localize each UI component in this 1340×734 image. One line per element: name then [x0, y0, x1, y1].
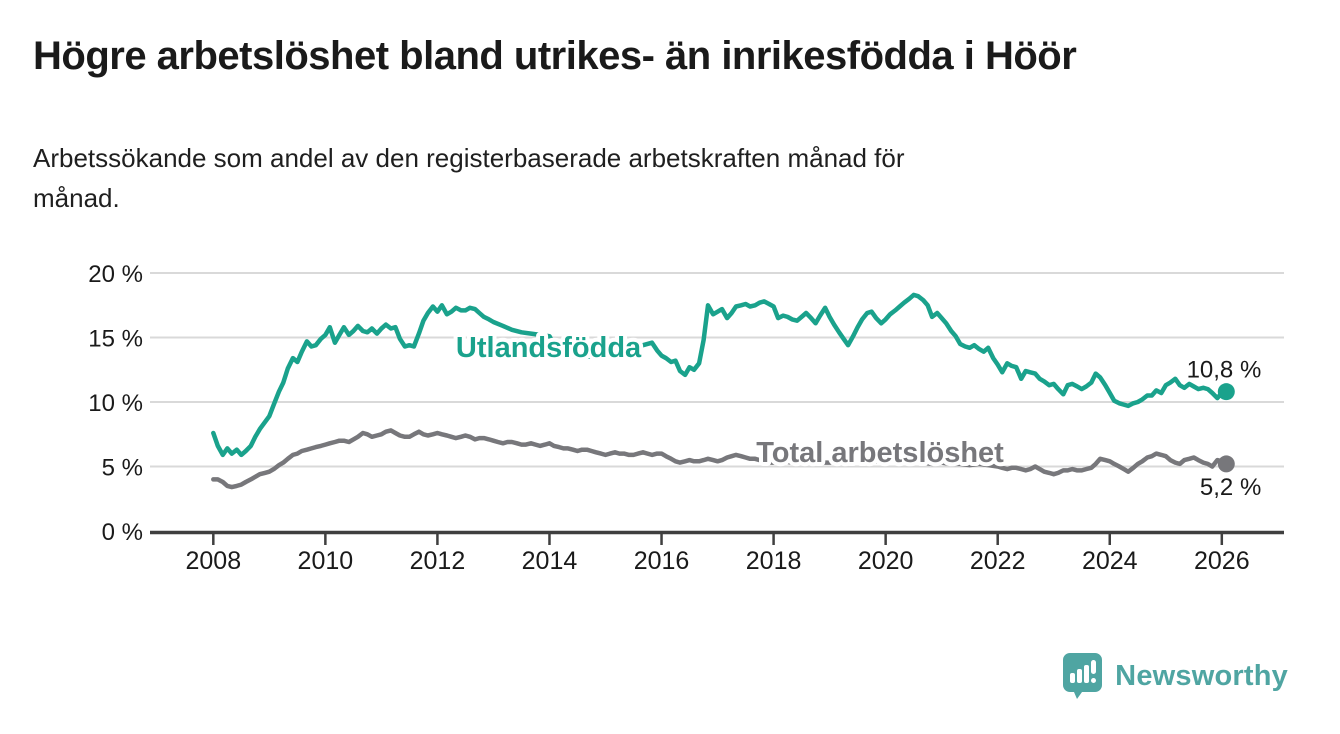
subtitle-line-2: månad. [33, 183, 120, 213]
x-axis-tick-label: 2012 [410, 547, 466, 575]
newsworthy-speech-bubble-barchart-icon [1063, 653, 1103, 699]
x-axis-tick-label: 2010 [298, 547, 354, 575]
y-axis-tick-label: 0 % [102, 519, 143, 546]
exclamation-bar [1091, 660, 1097, 674]
x-axis-tick-label: 2020 [858, 547, 914, 575]
y-axis-tick-label: 20 % [88, 261, 143, 288]
y-axis-tick-label: 10 % [88, 390, 143, 417]
x-axis-tick-label: 2024 [1082, 547, 1138, 575]
x-axis-tick-label: 2022 [970, 547, 1026, 575]
subtitle-line-1: Arbetssökande som andel av den registerb… [33, 143, 905, 173]
x-axis-tick-label: 2018 [746, 547, 802, 575]
x-axis-tick-label: 2026 [1194, 547, 1250, 575]
bar-3 [1084, 665, 1090, 683]
y-axis-tick-label: 5 % [102, 455, 143, 482]
series-label-utlandsfodda: Utlandsfödda [456, 332, 642, 364]
bubble-shape [1063, 653, 1103, 699]
x-axis-tick-label: 2008 [185, 547, 241, 575]
exclamation-dot [1091, 678, 1097, 683]
page-title: Högre arbetslöshet bland utrikes- än inr… [33, 34, 1077, 78]
page-subtitle: Arbetssökande som andel av den registerb… [33, 138, 1253, 218]
x-axis-tick-label: 2014 [522, 547, 578, 575]
series-label-total: Total arbetslöshet [756, 437, 1004, 469]
bar-1 [1070, 673, 1076, 683]
series-line-total [211, 428, 1229, 490]
end-value-label-utlandsfodda: 10,8 % [1187, 357, 1262, 384]
end-dot-utlandsfodda [1217, 383, 1235, 401]
unemployment-line-chart: 0 % 5 % 10 % 15 % 20 % 2008 2010 2012 2014 2016 20… [88, 261, 1284, 575]
x-axis-tick-label: 2016 [634, 547, 690, 575]
bar-2 [1077, 669, 1083, 683]
newsworthy-branding: Newsworthy [1062, 652, 1288, 700]
y-axis-tick-label: 15 % [88, 326, 143, 353]
series-line-utlandsfodda [211, 292, 1229, 458]
end-dot-total [1217, 455, 1235, 473]
newsworthy-logo-text: Newsworthy [1115, 659, 1288, 692]
end-value-label-total: 5,2 % [1200, 474, 1261, 501]
